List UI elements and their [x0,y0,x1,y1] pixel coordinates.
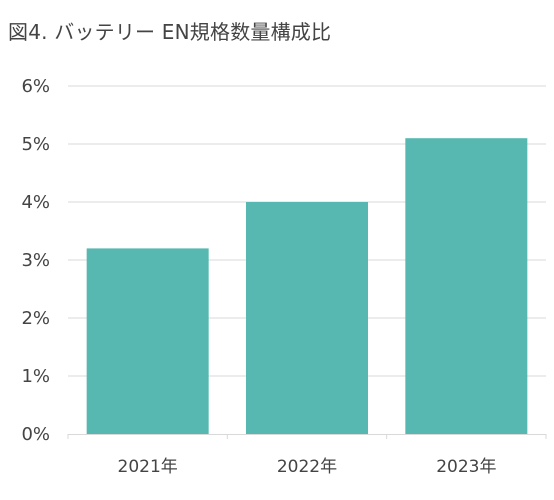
y-tick-label: 4% [21,192,50,213]
y-tick-label: 6% [21,76,50,97]
bar [246,202,368,434]
bar [86,248,209,434]
x-tick-label: 2021年 [118,457,178,477]
bars [86,138,528,434]
y-tick-label: 5% [21,134,50,155]
bar [405,138,528,434]
x-axis [67,434,547,439]
y-tick-label: 0% [21,424,50,445]
x-tick-label: 2023年 [436,457,496,477]
x-axis-tick-labels: 2021年 2022年 2023年 [118,457,497,477]
chart-title: 図4. バッテリー EN規格数量構成比 [8,20,332,44]
x-tick-label: 2022年 [277,457,337,477]
y-axis-tick-labels: 0% 1% 2% 3% 4% 5% 6% [21,76,50,445]
y-tick-label: 3% [21,250,50,271]
y-tick-label: 2% [21,308,50,329]
y-tick-label: 1% [21,366,50,387]
